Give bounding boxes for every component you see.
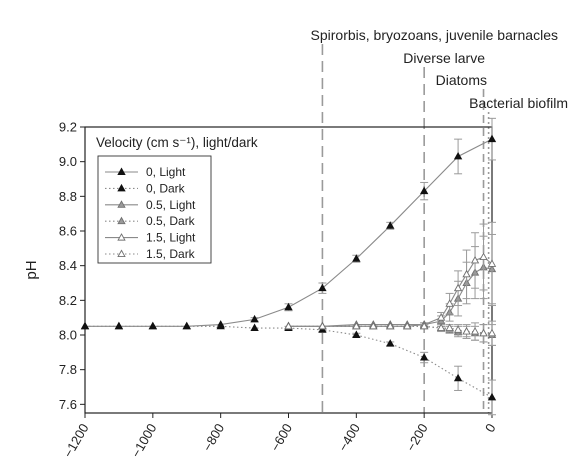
y-tick-label: 8.0 [59,328,77,343]
axes: 7.6 7.8 8.0 8.2 8.4 8.6 8.8 9.0 9.2 −1200 −1000 −80… [59,120,499,461]
data-point [453,151,463,160]
data-point [487,392,497,401]
legend: Velocity (cm s⁻¹), light/dark 0, Light 0, … [88,129,310,266]
x-tick-label: −1000 [128,421,159,460]
data-point [352,254,361,262]
data-point [487,134,497,143]
data-point [386,221,395,229]
data-point [284,321,293,330]
data-point [462,327,471,335]
y-axis-label: pH [23,260,40,279]
data-point [487,328,497,337]
data-point [453,283,463,292]
data-point [479,252,488,260]
x-tick-label: −200 [403,421,431,454]
y-tick-label: 7.8 [59,362,77,377]
legend-entry: 0, Dark [146,181,186,195]
data-point [419,353,429,361]
data-point [80,321,90,330]
data-point [453,325,463,333]
data-point [470,327,480,335]
y-tick-label: 8.6 [59,224,77,239]
data-point [318,283,327,292]
data-point [250,323,259,332]
x-tick-label: −400 [335,421,363,454]
stage-marker-label: Spirorbis, bryozoans, juvenile barnacles [311,27,558,43]
data-point [284,302,293,311]
data-point [403,321,412,330]
y-tick-label: 8.2 [59,293,77,308]
series-line [85,325,493,398]
legend-marker [117,216,126,225]
data-point [318,321,327,330]
data-point [436,323,446,332]
legend-marker [117,249,126,257]
y-tick-label: 9.2 [59,120,77,135]
data-point [114,321,124,330]
series-line [288,325,492,334]
legend-entry: 1.5, Dark [146,247,196,261]
data-point [419,186,429,195]
series-line [288,266,493,327]
y-tick-label: 9.0 [59,154,77,169]
x-tick-label: −800 [200,421,228,454]
data-point [487,259,497,267]
data-point [216,321,225,330]
data-point [352,321,361,330]
data-point [182,321,191,330]
data-point [386,339,395,347]
stage-marker-label: Diverse larve [403,50,485,66]
data-point [250,314,259,323]
data-point [445,323,454,332]
legend-title: Velocity (cm s⁻¹), light/dark [96,135,258,150]
data-point [479,328,488,337]
data-point [369,321,378,330]
data-point [148,321,158,330]
legend-marker [117,233,126,241]
legend-entry: 0.5, Dark [146,214,196,228]
data-point [386,321,395,330]
stage-markers: Spirorbis, bryozoans, juvenile barnacles… [311,27,568,413]
legend-marker [117,167,126,175]
legend-marker [117,183,126,192]
data-series [80,117,497,416]
y-tick-label: 7.6 [59,397,77,412]
data-point [453,373,463,382]
stage-marker-label: Bacterial biofilm [469,95,568,111]
data-point [462,269,471,278]
legend-entry: 0, Light [146,165,186,179]
x-tick-label: −600 [267,421,295,454]
data-point [445,299,454,307]
legend-box [97,155,212,264]
data-point [419,321,429,330]
x-tick-label: 0 [482,421,499,435]
x-tick-label: −1200 [60,421,91,460]
legend-entry: 0.5, Light [146,198,196,212]
legend-entry: 1.5, Light [146,231,196,245]
legend-marker [117,200,126,208]
data-point [436,313,446,321]
data-point [470,255,480,264]
stage-marker-label: Diatoms [436,72,487,88]
y-tick-label: 8.4 [59,258,77,273]
y-tick-label: 8.8 [59,189,77,204]
data-point [352,330,361,338]
